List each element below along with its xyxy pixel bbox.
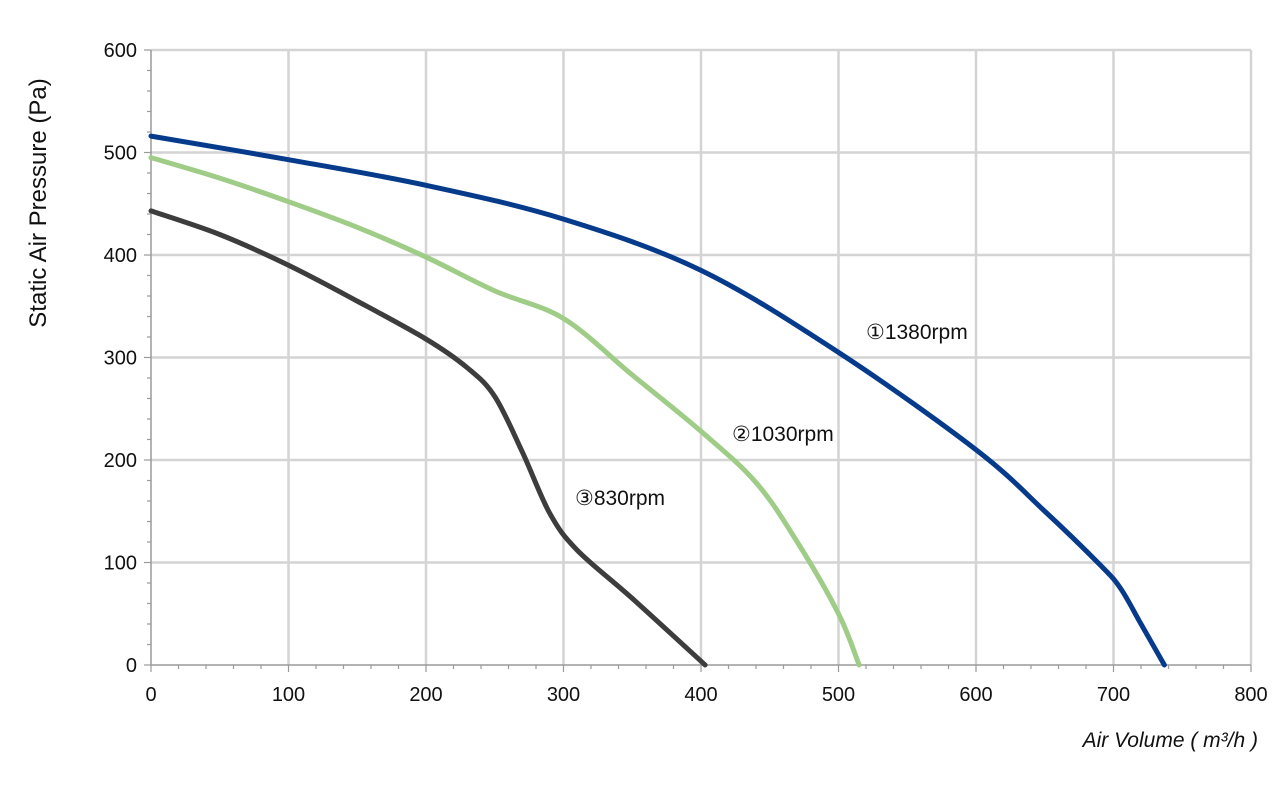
y-tick-label: 200 <box>104 450 137 472</box>
y-tick-label: 500 <box>104 143 137 165</box>
x-tick-label: 0 <box>145 684 156 706</box>
series-1030rpm-line <box>148 155 862 668</box>
series-label-1380rpm: ①1380rpm <box>866 321 968 344</box>
x-tick-label: 100 <box>272 684 305 706</box>
x-tick-label: 300 <box>547 684 580 706</box>
series-lines <box>148 133 1167 668</box>
x-axis-title: Air Volume ( m³/h ) <box>1081 729 1258 752</box>
series-1380rpm-line <box>148 133 1167 668</box>
y-axis-title: Static Air Pressure (Pa) <box>25 78 52 327</box>
x-tick-label: 700 <box>1097 684 1130 706</box>
x-tick-label: 800 <box>1234 684 1267 706</box>
series-label-830rpm: ③830rpm <box>575 487 665 510</box>
x-tick-label: 500 <box>822 684 855 706</box>
x-tick-label: 400 <box>684 684 717 706</box>
series-labels: ①1380rpm ②1030rpm ③830rpm <box>575 321 968 510</box>
x-tick-label: 200 <box>409 684 442 706</box>
x-tick-label: 600 <box>959 684 992 706</box>
y-tick-label: 400 <box>104 245 137 267</box>
series-label-1030rpm: ②1030rpm <box>732 423 834 446</box>
axes: 0 100 200 300 400 500 600 0 100 200 300 400 500 600 70… <box>104 40 1268 706</box>
y-tick-label: 600 <box>104 40 137 62</box>
series-830rpm-line <box>148 208 708 668</box>
y-tick-label: 100 <box>104 553 137 575</box>
y-tick-label: 0 <box>126 655 137 677</box>
grid <box>151 48 1253 665</box>
y-tick-label: 300 <box>104 348 137 370</box>
